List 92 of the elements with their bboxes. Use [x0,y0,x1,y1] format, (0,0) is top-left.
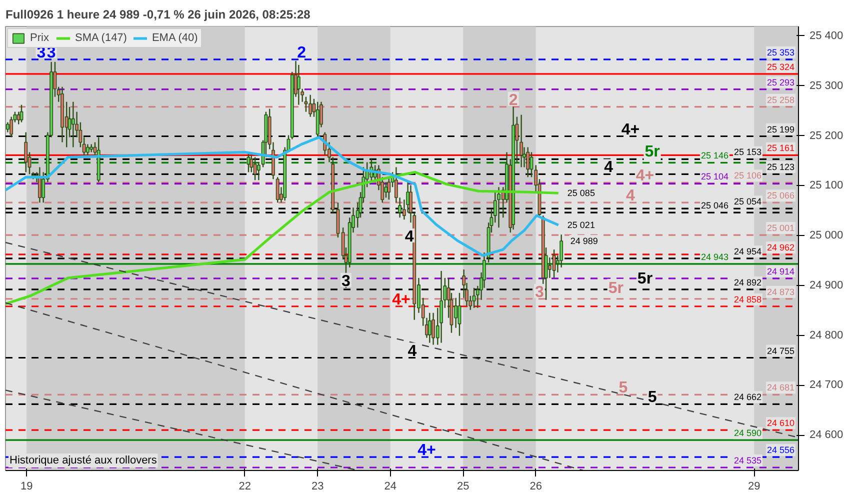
ref-line-label: 25 199 [766,124,795,134]
ref-line-label: 25 324 [766,62,795,72]
candlestick [276,176,280,204]
annotation: 24 989 [570,236,598,246]
candlestick [454,297,458,328]
annotation: 5r [644,144,660,161]
x-tick-label: 24 [384,480,396,492]
ref-line-label: 24 662 [734,392,762,402]
ref-line-label: 25 106 [734,170,762,181]
annotation: 5 [618,380,628,397]
annotation: 25 085 [567,188,595,198]
candlestick [24,132,28,173]
annotation: 4+ [636,168,654,185]
candlestick [552,248,556,279]
ref-line-label: 24 914 [766,266,795,276]
ref-line-label: 25 046 [700,200,729,211]
legend-label: SMA (147) [75,32,127,44]
y-tick-label: 24 600 [810,429,844,442]
ref-line-label: 24 681 [766,382,795,393]
candlestick [6,122,10,133]
annotation: 3 [46,44,56,62]
annotation: 5 [648,389,657,406]
x-tick-label: 23 [311,480,324,492]
ref-line-label: 25 258 [766,94,795,105]
ref-line-label: 24 535 [734,456,762,466]
annotation: 4 [604,159,614,176]
candlestick [308,94,312,118]
ref-line-label: 25 293 [766,77,795,88]
y-tick-label: 25 100 [810,180,844,192]
y-tick-label: 25 400 [810,30,844,42]
x-tick-label: 29 [748,480,760,492]
y-tick-label: 24 700 [810,379,844,392]
y-tick-label: 24 800 [810,329,844,342]
y-tick-label: 25 300 [810,80,844,92]
ref-line-label: 25 161 [766,143,795,154]
annotation: 4+ [418,442,436,460]
ref-line-label: 25 066 [766,190,795,201]
ref-line-label: 24 610 [766,418,795,428]
line-series [6,170,560,306]
candlestick [256,162,260,181]
y-tick-label: 25 000 [810,230,844,242]
ref-line-label: 24 858 [734,294,762,304]
ref-line-label: 24 755 [766,346,795,356]
ref-line-label: 24 873 [766,286,795,297]
legend-label: Prix [30,32,50,44]
candlestick [520,114,524,168]
legend-label: EMA (40) [152,32,198,44]
annotation: 5r [637,270,653,288]
ref-line-label: 24 954 [734,246,762,256]
candlestick [560,234,564,268]
y-tick-label: 24 900 [810,279,844,292]
candlestick [38,166,42,204]
ref-line-label: 24 556 [766,445,795,456]
x-tick-label: 22 [238,480,251,492]
annotation: 2 [508,92,518,109]
candlestick [526,146,530,178]
ref-line-label: 24 943 [700,252,729,262]
ref-line-label: 25 153 [734,147,762,158]
ref-line-label: 25 353 [766,47,795,58]
annotation: 3 [36,44,46,62]
candlestick [440,270,443,344]
line-series [6,136,560,257]
annotation: 4 [626,188,635,205]
candlestick [71,101,75,148]
candlestick [10,116,14,138]
annotation: 5r [608,280,624,297]
ref-line-label: 25 001 [766,223,795,234]
ref-line-label: 24 962 [766,242,795,252]
candlestick [472,287,476,308]
annotation: 4 [408,342,417,360]
ref-line-label: 24 590 [734,428,762,438]
ref-line-label: 25 104 [700,172,729,182]
candlestick [86,144,90,156]
ref-line-label: 25 054 [734,196,762,207]
ref-line-label: 24 892 [734,277,762,288]
chart-title: Full0926 1 heure 24 989 -0,71 % 26 juin 2026, 08:25:28 [6,8,311,22]
annotation: 4 [404,228,414,246]
candlestick [428,312,432,344]
annotation: 4+ [621,121,640,138]
y-tick-label: 25 200 [810,130,844,142]
annotation: 3 [342,272,351,290]
annotation: 2 [297,44,306,62]
annotation: 4+ [392,291,410,308]
annotation: 25 021 [567,220,595,230]
x-tick-label: 19 [20,480,33,492]
x-tick-label: 26 [530,480,542,492]
x-tick-label: 25 [456,480,470,492]
candlestick [296,64,300,106]
annotation: 3 [535,284,544,301]
ref-line-label: 25 146 [700,150,729,161]
ref-line-label: 25 123 [766,162,795,172]
annotation: Historique ajusté aux rollovers [10,454,158,466]
